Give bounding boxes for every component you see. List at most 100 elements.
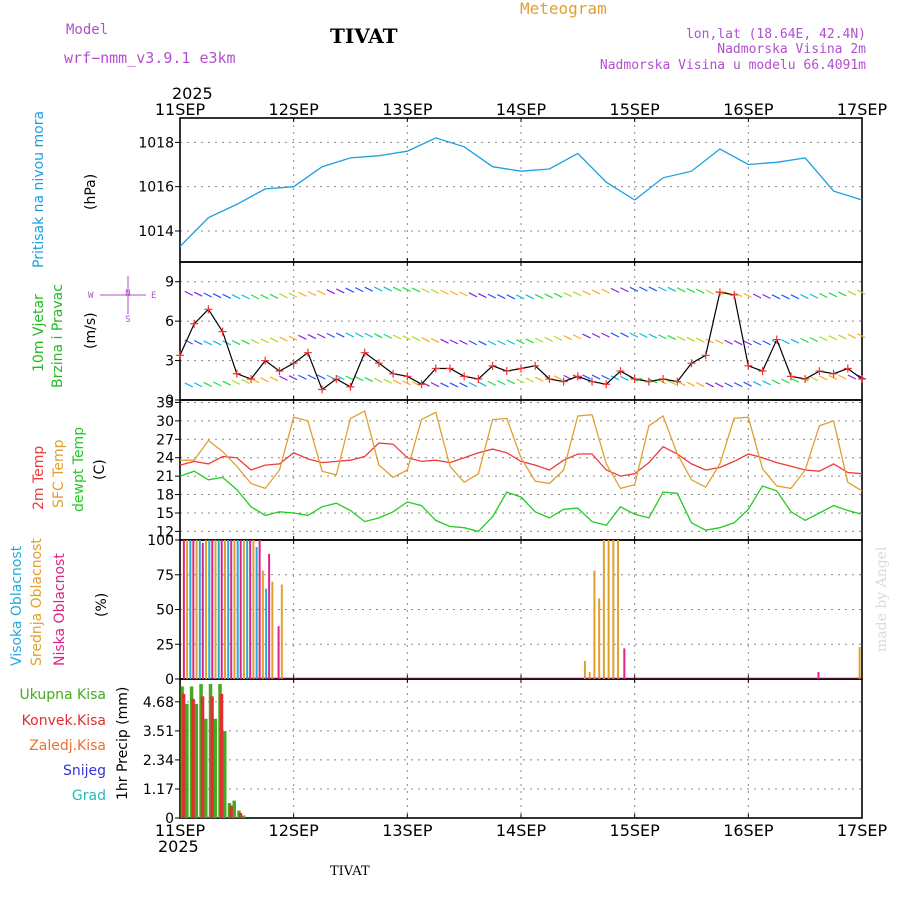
wind-barb	[639, 332, 648, 339]
x-tick-label-top: 17SEP	[837, 100, 888, 119]
wind-barb	[392, 286, 402, 292]
lonlat-info: lon,lat (18.64E, 42.4N)	[686, 27, 866, 42]
y-tick-label: 24	[156, 451, 174, 467]
wind-gust-marker	[829, 369, 838, 378]
wind-barb	[345, 332, 355, 338]
wind-barb	[610, 287, 620, 293]
precip-conv-bar	[191, 698, 195, 818]
x-tick-label-bottom: 14SEP	[496, 821, 547, 840]
wind-barb	[203, 292, 212, 298]
wind-barb	[610, 375, 620, 381]
wind-barb	[487, 293, 497, 299]
product-title: Meteogram	[520, 0, 607, 18]
wind-barb	[658, 334, 667, 340]
y-tick-label: 100	[147, 533, 174, 549]
wind-barb	[790, 338, 800, 344]
wind-gust-marker	[431, 364, 440, 373]
wind-barb	[326, 289, 336, 295]
wind-barb	[677, 287, 686, 293]
wind-barb	[534, 337, 544, 343]
wind-barb	[468, 381, 478, 388]
wind-barb	[440, 338, 449, 344]
y-tick-label: 33	[156, 395, 174, 411]
pressure-label: Pritisak na nivou mora	[31, 111, 47, 268]
wind-gust-marker	[701, 351, 710, 360]
wind-barb	[392, 379, 402, 385]
y-tick-label: 1018	[138, 135, 174, 151]
wind-barb	[809, 293, 819, 299]
wind-barb	[601, 332, 610, 338]
y-tick-label: 27	[156, 432, 174, 448]
wind-barb	[307, 334, 317, 340]
wind-barb	[648, 286, 658, 292]
wind-barb	[260, 294, 269, 300]
wind-barb	[298, 291, 307, 297]
wind-barb	[269, 293, 279, 299]
footer-station: TIVAT	[330, 864, 370, 879]
compass-icon: N S W E	[88, 276, 156, 325]
wind-barb	[544, 336, 553, 342]
wind-gust-marker	[630, 374, 639, 383]
wind-gust-marker	[715, 288, 724, 297]
wind-barb	[184, 290, 194, 296]
wind-barb	[468, 340, 478, 346]
wind-barb	[269, 376, 279, 382]
wind-barb	[771, 294, 781, 300]
wind-barb	[203, 340, 212, 346]
precip-snow-label: Snijeg	[63, 763, 106, 779]
credit-text: made by Angel	[874, 546, 890, 652]
wind-gust-marker	[730, 290, 739, 299]
wind-gust-marker	[744, 361, 753, 370]
temp-unit: (C)	[92, 459, 108, 480]
wind-barb	[658, 379, 667, 385]
wind-barb	[478, 381, 487, 387]
precip-conv-bar	[219, 693, 224, 818]
compass-s: S	[125, 315, 130, 325]
wind-barb	[591, 289, 601, 295]
wind-barb	[838, 334, 847, 340]
wind-barb	[620, 287, 629, 293]
y-tick-label: 2.34	[143, 753, 174, 769]
dewpt-label: dewpt Temp	[71, 427, 87, 512]
wind-barb	[515, 294, 525, 300]
wind-label-1: 10m Vjetar	[31, 294, 47, 372]
cloud-high-label: Visoka Oblacnost	[9, 545, 25, 666]
y-tick-label: 18	[156, 488, 174, 504]
wind-barb	[326, 332, 336, 338]
wind-barb	[629, 332, 639, 338]
y-tick-label: 3	[165, 354, 174, 370]
wind-barb	[809, 336, 819, 343]
wind-barb	[383, 286, 392, 292]
y-tick-label: 25	[156, 637, 174, 653]
elevation-info: Nadmorska Visina 2m	[717, 42, 866, 57]
y-tick-label: 1014	[138, 224, 174, 240]
wind-barb	[629, 286, 639, 292]
wind-barb	[411, 336, 421, 342]
wind-gust-marker	[190, 319, 199, 328]
wind-barb	[705, 289, 714, 295]
wind-barb	[383, 333, 392, 339]
wind-barb	[553, 335, 563, 341]
wind-barb	[402, 380, 411, 386]
cloud-unit: (%)	[94, 593, 110, 617]
precip-total-bar	[185, 703, 189, 818]
wind-barb	[269, 337, 279, 343]
wind-barb	[203, 381, 212, 387]
wind-gust-marker	[616, 367, 625, 376]
wind-barb	[743, 292, 752, 298]
wind-gust-marker	[687, 359, 696, 368]
year-top: 2025	[172, 84, 213, 103]
wind-barb	[231, 379, 241, 385]
wind-barb	[591, 374, 601, 380]
wind-barb	[231, 294, 241, 300]
wind-barb	[317, 374, 326, 380]
wind-barb	[856, 333, 866, 339]
wind-barb	[411, 287, 421, 293]
wind-barb	[838, 374, 847, 380]
wind-barb	[563, 334, 572, 341]
wind-barb	[430, 337, 440, 343]
wind-barb	[591, 332, 601, 339]
wind-gust-marker	[559, 377, 568, 386]
wind-barb	[800, 337, 809, 343]
wind-barb	[563, 292, 572, 298]
